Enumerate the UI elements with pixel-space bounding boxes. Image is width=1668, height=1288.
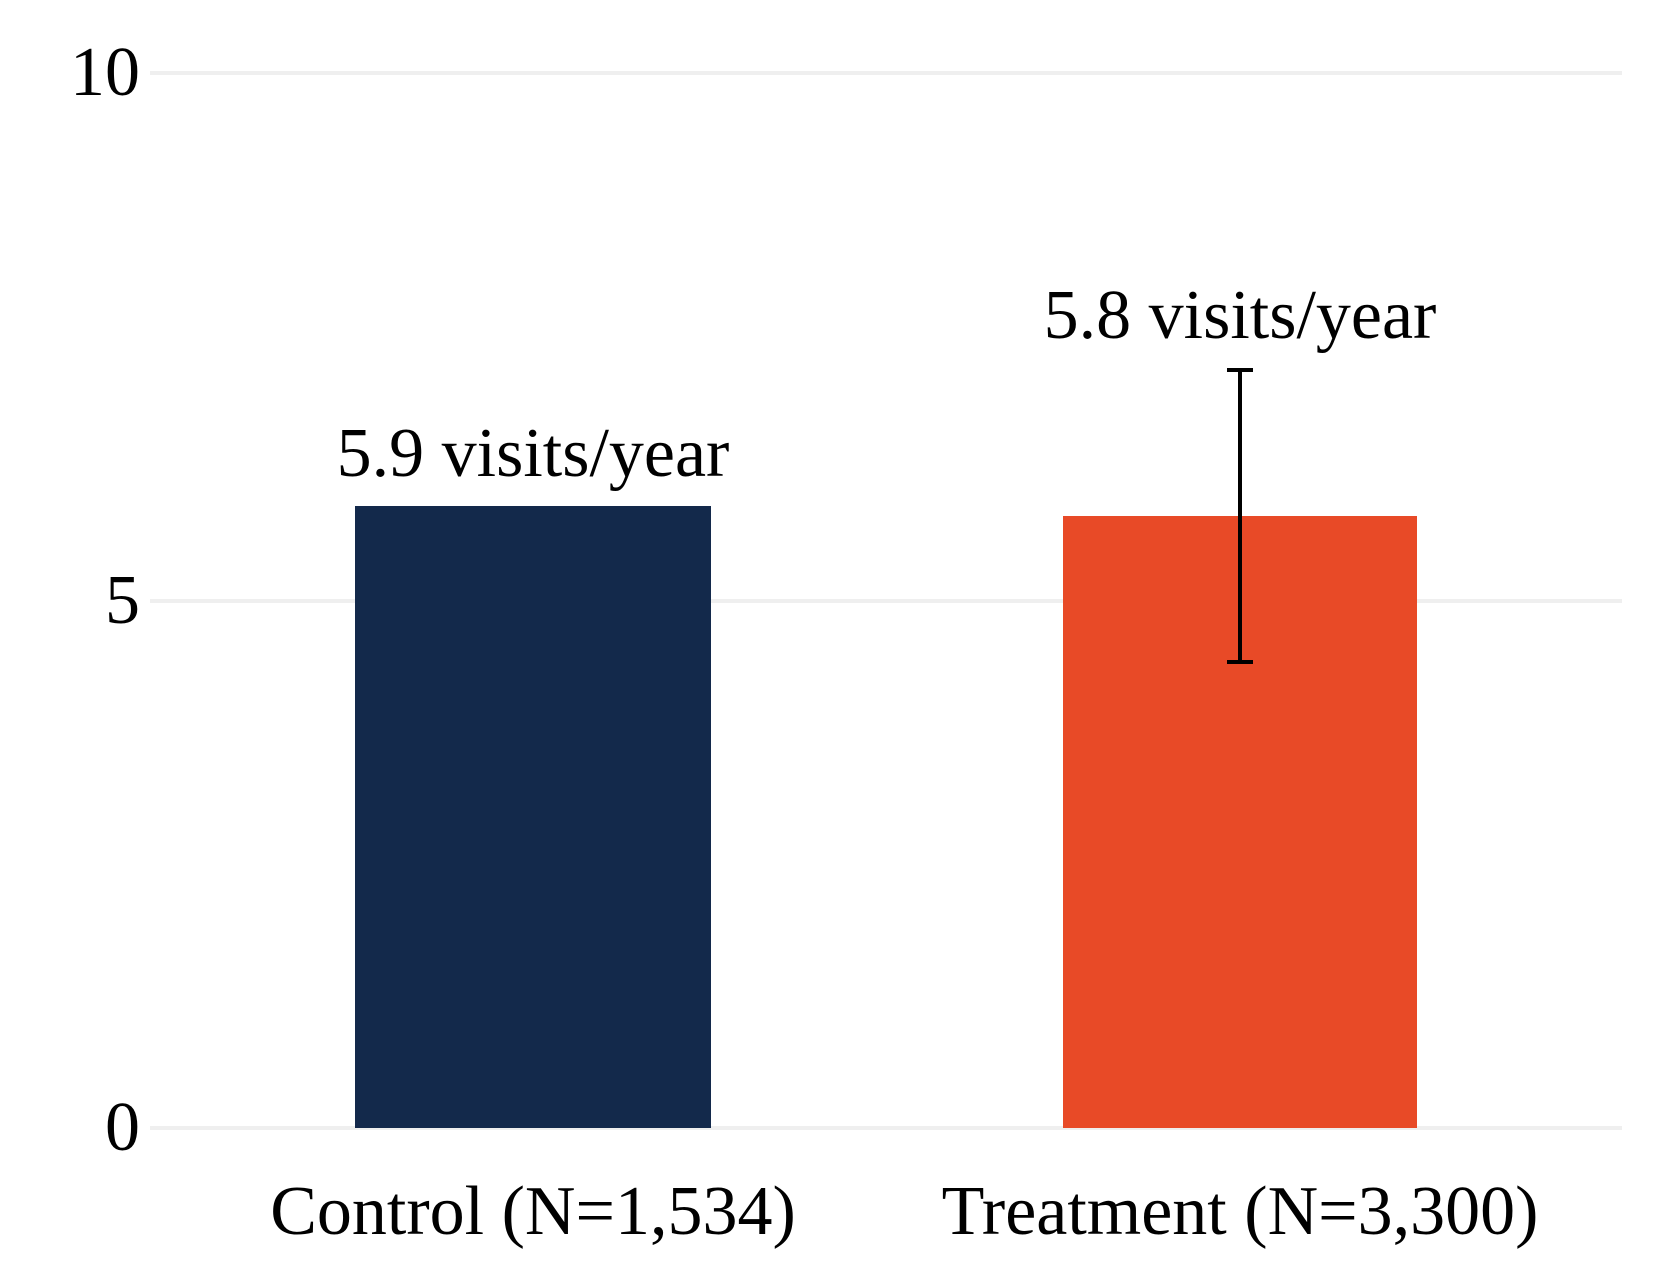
x-axis-label-treatment: Treatment (N=3,300): [941, 1173, 1539, 1250]
error-bar-top-cap: [1227, 368, 1253, 373]
error-bar-line: [1238, 368, 1242, 664]
bar-control: [355, 505, 711, 1128]
y-tick-label-5: 5: [105, 561, 140, 639]
gridline-y0: [150, 1126, 1622, 1130]
gridline-y5: [150, 598, 1622, 603]
x-axis-label-control: Control (N=1,534): [270, 1173, 796, 1250]
y-tick-label-10: 10: [70, 34, 140, 111]
gridline-y10: [150, 71, 1622, 75]
bar-value-label-control: 5.9 visits/year: [336, 414, 730, 492]
y-tick-label-0: 0: [105, 1089, 140, 1166]
error-bar-bottom-cap: [1227, 659, 1253, 664]
bar-value-label-treatment: 5.8 visits/year: [1043, 277, 1437, 355]
